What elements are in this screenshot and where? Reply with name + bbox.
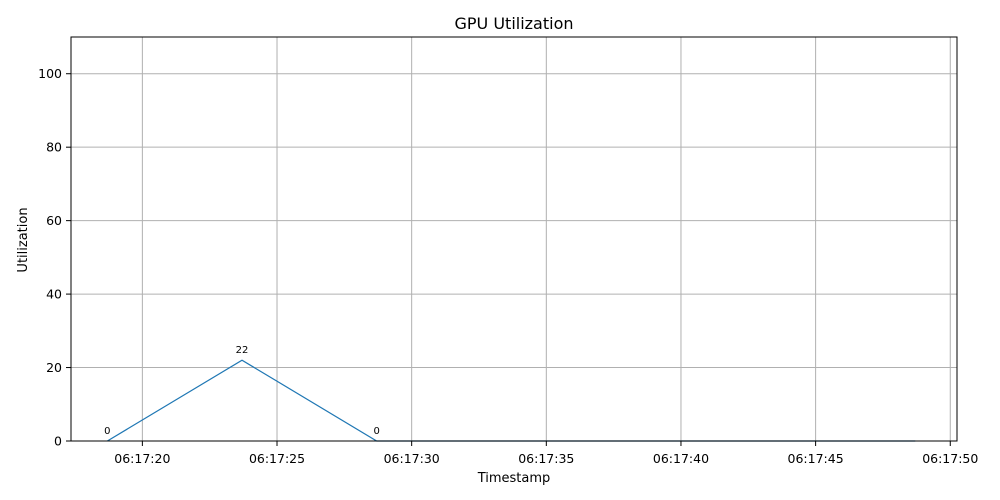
series-layer (107, 359, 916, 442)
y-tick-label: 80 (46, 140, 62, 155)
y-axis-ticks: 0 20 40 60 80 100 (38, 66, 71, 449)
x-tick-label: 06:17:35 (518, 451, 574, 466)
y-tick-label: 20 (46, 360, 62, 375)
x-tick-label: 06:17:45 (788, 451, 844, 466)
y-tick-label: 40 (46, 287, 62, 302)
x-tick-label: 06:17:20 (114, 451, 170, 466)
x-tick-label: 06:17:30 (384, 451, 440, 466)
y-tick-label: 0 (54, 434, 62, 449)
data-label: 0 (104, 426, 110, 437)
data-labels: 0 22 0 (104, 345, 380, 437)
x-tick-label: 06:17:40 (653, 451, 709, 466)
x-axis-ticks: 06:17:20 06:17:25 06:17:30 06:17:35 06:17:40… (114, 441, 978, 466)
x-tick-label: 06:17:50 (922, 451, 978, 466)
grid (71, 37, 957, 442)
chart-title: GPU Utilization (454, 14, 573, 33)
y-tick-label: 100 (38, 66, 62, 81)
y-tick-label: 60 (46, 213, 62, 228)
data-label: 22 (236, 345, 249, 356)
y-axis-label: Utilization (16, 207, 31, 272)
series-line (107, 359, 916, 442)
data-label: 0 (373, 426, 379, 437)
plot-frame (70, 36, 958, 442)
x-tick-label: 06:17:25 (249, 451, 305, 466)
x-axis-label: Timestamp (477, 471, 551, 486)
